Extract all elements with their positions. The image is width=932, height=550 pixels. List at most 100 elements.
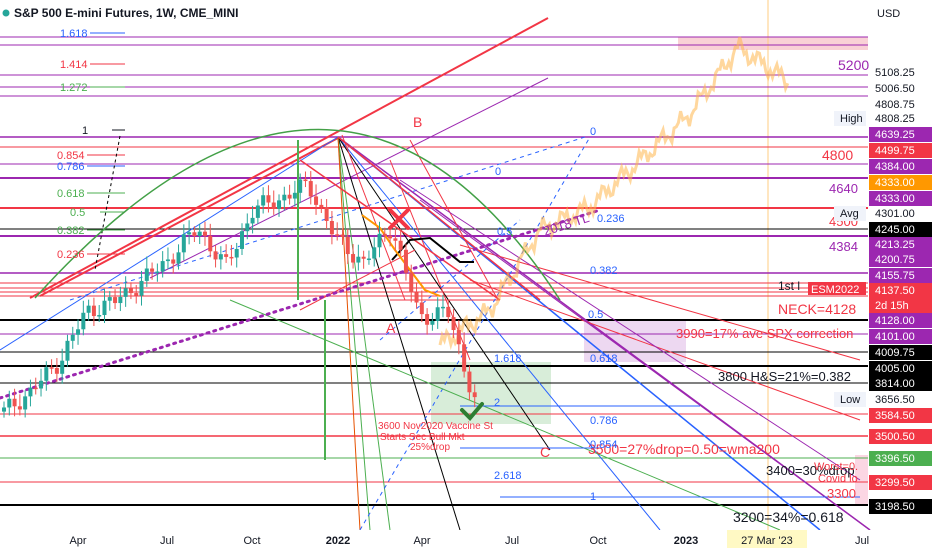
- price-tag-label: 4155.75: [875, 270, 915, 282]
- vaccine-label-3: 25%drop: [410, 442, 450, 453]
- price-tag-label: 3584.50: [875, 410, 915, 422]
- price-tag-label: 5108.25: [875, 67, 915, 79]
- price-tag[interactable]: [869, 345, 932, 360]
- price-tag-label: 3299.50: [875, 477, 915, 489]
- fib-label: 0.618: [590, 353, 618, 365]
- price-tag[interactable]: [869, 475, 932, 490]
- level-4640-label: 4640: [829, 181, 858, 196]
- fib-label: 0.5: [588, 309, 603, 321]
- candle-body: [23, 396, 28, 410]
- price-tag-label: 4005.00: [875, 363, 915, 375]
- price-tag-label: 4245.00: [875, 224, 915, 236]
- price-low-tag-text: Low: [840, 394, 860, 406]
- candle-body: [277, 200, 282, 209]
- fib-label: 2: [494, 397, 500, 409]
- price-tag[interactable]: [869, 268, 932, 283]
- price-tag[interactable]: [869, 222, 932, 237]
- candle-body: [165, 259, 170, 262]
- fib-level-label: 0.618: [57, 188, 85, 200]
- projection-path: [438, 36, 790, 351]
- trendline: [337, 136, 391, 531]
- price-tag[interactable]: [869, 143, 932, 158]
- candle-body: [398, 240, 403, 250]
- trendline: [299, 159, 501, 301]
- price-tag[interactable]: [869, 127, 932, 142]
- time-tick-label: Apr: [413, 535, 430, 547]
- price-tag[interactable]: [869, 376, 932, 391]
- price-scale[interactable]: 5254.25 5203.75 5108.25 5006.50 4808.75 4808.…: [834, 28, 932, 514]
- candle-body: [171, 259, 176, 264]
- price-tag[interactable]: [869, 175, 932, 190]
- fib-label: 1.618: [494, 353, 522, 365]
- trendline: [94, 135, 121, 271]
- trendline: [337, 136, 361, 531]
- trendline-2018: [0, 208, 602, 400]
- price-tag[interactable]: [869, 429, 932, 444]
- trendline: [469, 279, 861, 421]
- price-tag-label: 4009.75: [875, 347, 915, 359]
- price-tag[interactable]: [869, 237, 932, 252]
- price-tag[interactable]: [869, 283, 932, 298]
- candle-body: [2, 407, 6, 412]
- candle-body: [314, 196, 319, 205]
- candle-body: [335, 234, 340, 236]
- fib-level-label: 1.618: [60, 28, 88, 40]
- candle-body: [144, 268, 149, 281]
- price-tag[interactable]: [869, 298, 932, 313]
- candle-body: [456, 330, 461, 345]
- fib-label: 0.786: [590, 415, 618, 427]
- price-tag[interactable]: [869, 159, 932, 174]
- esm-tag: [808, 282, 866, 295]
- candle-body: [266, 195, 271, 203]
- price-tag-label: 4128.00: [875, 315, 915, 327]
- fib-label: 0.382: [590, 265, 618, 277]
- price-tag[interactable]: [869, 329, 932, 344]
- price-tag[interactable]: [869, 361, 932, 376]
- price-tag[interactable]: [869, 313, 932, 328]
- candle-body: [425, 314, 430, 325]
- candle-body: [150, 268, 155, 272]
- candle-body: [224, 254, 229, 257]
- candle-body: [393, 238, 398, 241]
- candle-body: [403, 249, 408, 273]
- candle-body: [255, 205, 260, 218]
- price-tag[interactable]: [869, 252, 932, 267]
- cursor-date-label: 27 Mar '23: [741, 535, 793, 547]
- price-tag-label: 5006.50: [875, 83, 915, 95]
- candle-body: [361, 256, 366, 259]
- candle-body: [245, 223, 250, 232]
- candle-body: [17, 406, 22, 410]
- price-tag-label: 4200.75: [875, 254, 915, 266]
- vaccine-zone: [431, 362, 551, 424]
- candle-body: [187, 232, 192, 235]
- price-tag-label: 4808.25: [875, 113, 915, 125]
- time-axis[interactable]: Apr Jul Oct 2022 Apr Jul Oct 2023 27 Mar '23 Jul: [0, 530, 932, 550]
- candle-body: [192, 232, 197, 237]
- bottom-target-label: 3200=34%=0.618: [733, 509, 844, 525]
- trendline: [39, 137, 339, 297]
- time-tick-label: Oct: [589, 535, 606, 547]
- worst-text: Worst=0.: [814, 461, 858, 473]
- currency-label: USD: [877, 8, 900, 20]
- price-tag[interactable]: [869, 499, 932, 514]
- candle-body: [388, 235, 393, 239]
- price-tag-label: 5203.75: [875, 44, 915, 56]
- time-tick-label: Jul: [505, 535, 519, 547]
- candle-body: [197, 231, 202, 237]
- time-tick-label: Jul: [160, 535, 174, 547]
- candle-body: [419, 302, 424, 315]
- price-tag-label: 3814.00: [875, 378, 915, 390]
- price-tag[interactable]: [869, 191, 932, 206]
- trendline: [0, 136, 339, 351]
- price-tag[interactable]: [869, 451, 932, 466]
- price-tag[interactable]: [869, 408, 932, 423]
- candle-body: [113, 297, 118, 304]
- fib-level-label: 0.5: [70, 207, 85, 219]
- candle-body: [382, 233, 387, 236]
- candle-body: [308, 181, 313, 197]
- fib-level-label: 1.414: [60, 59, 88, 71]
- candle-body: [345, 236, 350, 255]
- trendline: [419, 199, 871, 531]
- candle-body: [298, 179, 303, 193]
